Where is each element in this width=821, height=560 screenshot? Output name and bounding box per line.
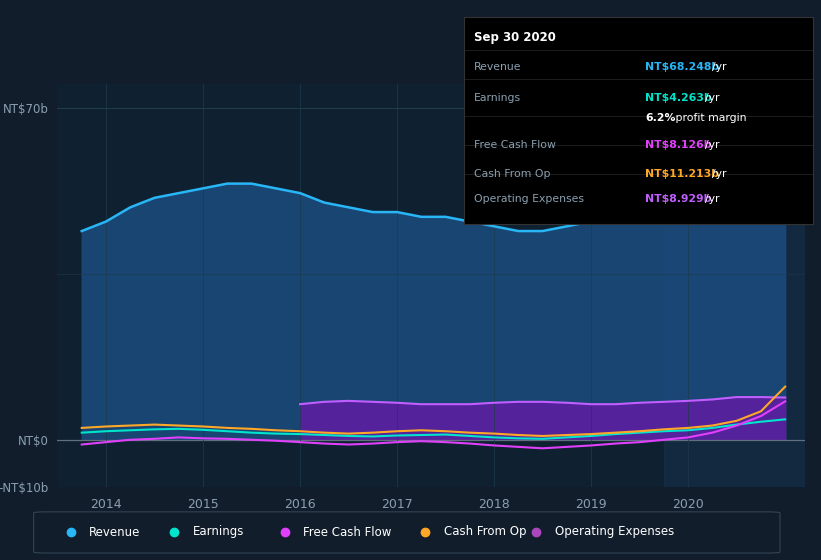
Text: NT$8.929b: NT$8.929b [645, 194, 712, 204]
Bar [664, 84, 805, 487]
Text: Operating Expenses: Operating Expenses [555, 525, 674, 539]
Text: Free Cash Flow: Free Cash Flow [304, 525, 392, 539]
Text: /yr: /yr [705, 92, 719, 102]
Text: /yr: /yr [712, 169, 726, 179]
Text: Cash From Op: Cash From Op [444, 525, 526, 539]
Text: NT$11.213b: NT$11.213b [645, 169, 719, 179]
Text: profit margin: profit margin [672, 113, 746, 123]
Text: Earnings: Earnings [192, 525, 244, 539]
Text: Sep 30 2020: Sep 30 2020 [475, 31, 556, 44]
Text: NT$68.248b: NT$68.248b [645, 62, 719, 72]
Text: /yr: /yr [705, 194, 719, 204]
Text: Operating Expenses: Operating Expenses [475, 194, 585, 204]
Text: NT$4.263b: NT$4.263b [645, 92, 712, 102]
Text: /yr: /yr [712, 62, 726, 72]
Text: NT$8.126b: NT$8.126b [645, 140, 712, 150]
Text: Earnings: Earnings [475, 92, 521, 102]
Text: 6.2%: 6.2% [645, 113, 676, 123]
Text: Free Cash Flow: Free Cash Flow [475, 140, 556, 150]
Text: Revenue: Revenue [89, 525, 140, 539]
Text: Revenue: Revenue [475, 62, 522, 72]
Text: Cash From Op: Cash From Op [475, 169, 551, 179]
Text: /yr: /yr [705, 140, 719, 150]
